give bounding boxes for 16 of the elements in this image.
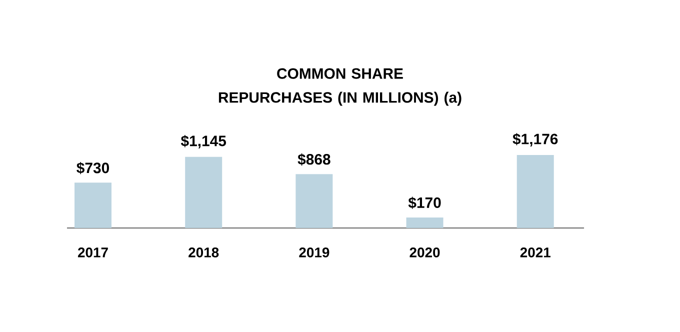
bar	[185, 156, 222, 228]
bar	[296, 174, 333, 228]
bar	[74, 182, 112, 228]
data-label: $170	[408, 196, 441, 209]
data-label: $868	[298, 153, 330, 166]
x-tick-label: 2021	[520, 248, 550, 258]
bar	[406, 217, 444, 228]
chart-title: COMMON SHARE REPURCHASES (IN MILLIONS) (a)	[218, 68, 462, 106]
data-label: $1,145	[180, 134, 226, 148]
bar	[516, 154, 554, 228]
data-label: $1,176	[512, 133, 558, 146]
x-tick-label: 2020	[410, 248, 440, 258]
x-tick-label: 2017	[78, 248, 108, 258]
x-tick-label: 2018	[188, 248, 219, 258]
data-label: $730	[76, 162, 109, 174]
x-tick-label: 2019	[299, 248, 330, 258]
